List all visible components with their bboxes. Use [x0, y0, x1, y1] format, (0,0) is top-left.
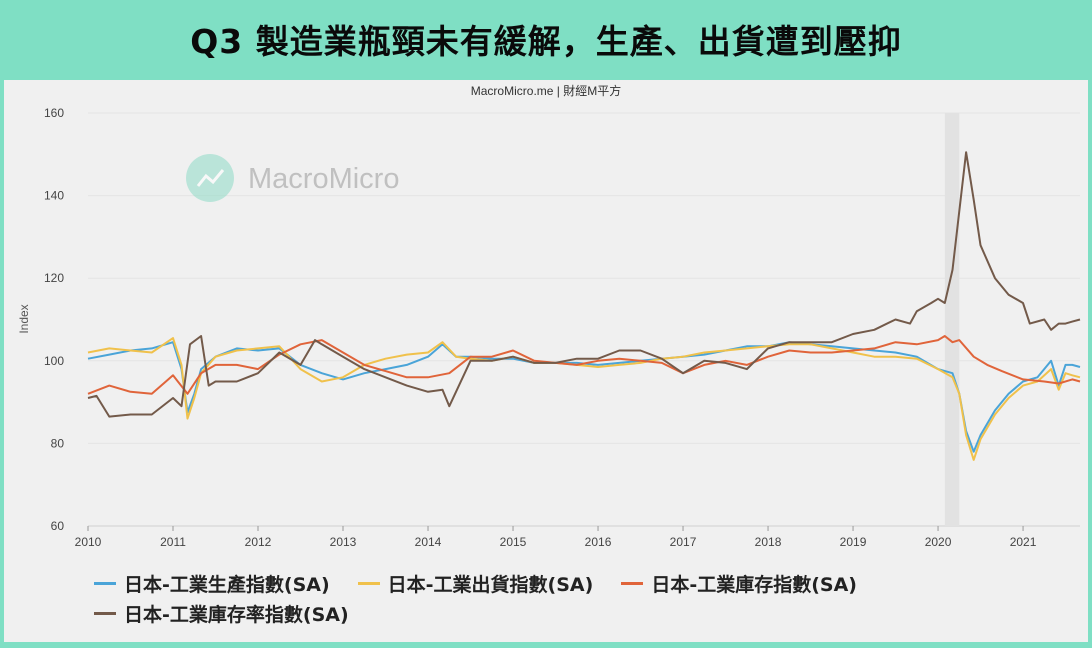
x-tick-label: 2018 [755, 535, 782, 549]
legend-swatch [94, 611, 116, 615]
chart-panel: MacroMicro MacroMicro.me | 財經M平方 Index 6… [4, 80, 1088, 642]
y-axis-label: Index [17, 304, 31, 333]
legend-item-3[interactable]: 日本-工業庫存指數(SA) [621, 570, 857, 596]
legend-label: 日本-工業庫存指數(SA) [651, 573, 857, 596]
x-tick-label: 2011 [160, 535, 186, 549]
x-tick-label: 2014 [415, 535, 442, 549]
watermark-text: MacroMicro [248, 163, 399, 195]
watermark-trend-icon [196, 169, 225, 187]
legend-swatch [94, 581, 116, 585]
y-tick-label: 80 [51, 436, 65, 450]
series-line-3 [87, 335, 1081, 395]
gridlines [88, 112, 1080, 527]
legend-swatch [621, 581, 644, 585]
series-lines [87, 151, 1081, 461]
y-tick-label: 160 [44, 106, 64, 120]
legend-item-1[interactable]: 日本-工業生產指數(SA) [94, 570, 330, 596]
x-tick-label: 2012 [245, 535, 272, 549]
x-tick-label: 2013 [330, 535, 357, 549]
legend-item-4[interactable]: 日本-工業庫存率指數(SA) [94, 600, 349, 626]
legend-label: 日本-工業生產指數(SA) [124, 573, 330, 596]
x-tick-label: 2010 [75, 535, 102, 549]
series-line-4 [87, 151, 1081, 418]
x-tick-label: 2021 [1010, 535, 1037, 549]
y-tick-label: 60 [51, 519, 65, 533]
source-label: MacroMicro.me | 財經M平方 [471, 83, 621, 98]
y-tick-label: 100 [44, 354, 64, 368]
series-line-1 [87, 341, 1081, 453]
legend: 日本-工業生產指數(SA) 日本-工業出貨指數(SA) 日本-工業庫存指數(SA) 日… [94, 570, 1074, 626]
y-axis-ticks: 60 80 100 120 140 160 [44, 106, 64, 533]
series-line-2 [87, 337, 1081, 461]
x-tick-label: 2019 [840, 535, 867, 549]
x-axis-ticks: 2010 2011 2012 2013 2014 2015 2016 2017 2018 2019… [75, 526, 1037, 549]
x-tick-label: 2020 [925, 535, 952, 549]
watermark: MacroMicro [186, 154, 399, 202]
x-tick-label: 2015 [500, 535, 527, 549]
line-chart: MacroMicro MacroMicro.me | 財經M平方 Index 6… [17, 83, 1081, 549]
legend-label: 日本-工業庫存率指數(SA) [124, 603, 349, 626]
x-tick-label: 2016 [585, 535, 612, 549]
highlight-band [944, 113, 960, 526]
legend-item-2[interactable]: 日本-工業出貨指數(SA) [357, 570, 594, 596]
legend-swatch [357, 581, 380, 585]
x-tick-label: 2017 [670, 535, 697, 549]
legend-label: 日本-工業出貨指數(SA) [387, 573, 594, 596]
y-tick-label: 140 [44, 189, 64, 203]
y-tick-label: 120 [44, 271, 64, 285]
headline: Q3 製造業瓶頸未有緩解，生產、出貨遭到壓抑 [190, 22, 902, 61]
